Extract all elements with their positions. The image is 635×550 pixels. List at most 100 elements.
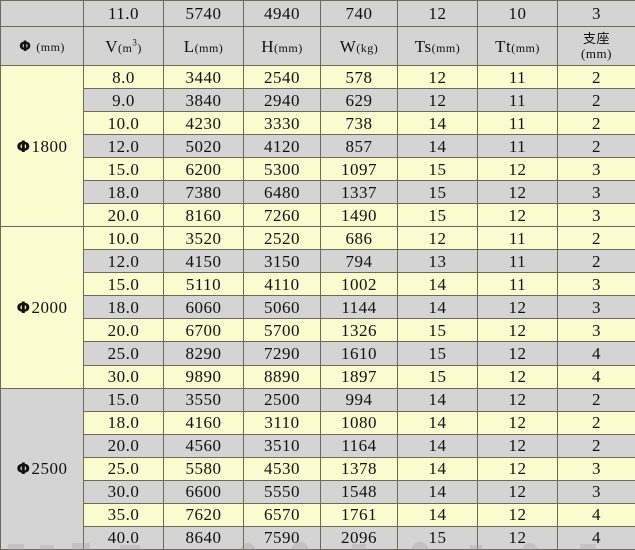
cell-support: 2	[557, 433, 635, 458]
cell-support: 3	[557, 272, 635, 297]
cell-support: 3	[557, 318, 635, 343]
cell-support: 4	[557, 341, 635, 366]
cell-ts: 14	[397, 295, 478, 320]
header-top-h: 4940	[243, 0, 321, 28]
cell-ts: 15	[397, 341, 478, 366]
cell-length: 8160	[163, 203, 244, 228]
phi-symbol: Φ	[16, 297, 31, 317]
cell-tt: 12	[477, 341, 558, 366]
cell-weight: 1548	[320, 479, 398, 504]
group-label-value: 2000	[31, 297, 68, 317]
cell-volume: 15.0	[83, 272, 164, 297]
cell-height: 7290	[243, 341, 321, 366]
cell-volume: 35.0	[83, 502, 164, 527]
cell-height: 7260	[243, 203, 321, 228]
column-header-phi-unit: (mm)	[36, 40, 65, 55]
header-top-phi-blank	[0, 0, 84, 28]
cell-length: 4150	[163, 249, 244, 274]
cell-length: 3440	[163, 65, 244, 90]
cell-ts: 12	[397, 88, 478, 113]
cell-length: 5110	[163, 272, 244, 297]
cell-height: 8890	[243, 364, 321, 389]
cell-height: 2520	[243, 226, 321, 251]
cell-support: 3	[557, 456, 635, 481]
cell-support: 2	[557, 226, 635, 251]
cell-tt: 12	[477, 479, 558, 504]
column-header-weight: W(kg)	[320, 26, 398, 67]
cell-weight: 2096	[320, 525, 398, 550]
cell-length: 5020	[163, 134, 244, 159]
column-header-volume-exponent: 3	[132, 36, 138, 47]
cell-weight: 1097	[320, 157, 398, 182]
cell-height: 4120	[243, 134, 321, 159]
cell-height: 3150	[243, 249, 321, 274]
cell-tt: 11	[477, 111, 558, 136]
column-header-volume-unit-close: )	[137, 40, 142, 55]
cell-volume: 10.0	[83, 111, 164, 136]
cell-weight: 794	[320, 249, 398, 274]
column-header-height-unit: (mm)	[274, 40, 303, 55]
cell-support: 3	[557, 203, 635, 228]
cell-weight: 1080	[320, 410, 398, 435]
cell-length: 6700	[163, 318, 244, 343]
cell-height: 3510	[243, 433, 321, 458]
cell-tt: 11	[477, 65, 558, 90]
cell-volume: 18.0	[83, 410, 164, 435]
cell-weight: 1378	[320, 456, 398, 481]
column-header-height: H(mm)	[243, 26, 321, 67]
cell-ts: 14	[397, 387, 478, 412]
table-row: 25.0 5580 4530 1378 14 12 3	[1, 456, 635, 481]
header-top-l: 5740	[163, 0, 244, 28]
column-header-ts: Ts(mm)	[397, 26, 478, 67]
table-row: 30.0 6600 5550 1548 14 12 3	[1, 479, 635, 504]
cell-tt: 12	[477, 387, 558, 412]
cell-volume: 18.0	[83, 295, 164, 320]
phi-symbol: Φ	[16, 136, 31, 156]
column-header-weight-symbol: W	[339, 36, 357, 56]
cell-tt: 11	[477, 134, 558, 159]
column-header-length-symbol: L	[183, 36, 195, 56]
table-row: 20.0 4560 3510 1164 14 12 2	[1, 433, 635, 458]
header-top-tt: 10	[477, 0, 558, 28]
cell-tt: 11	[477, 88, 558, 113]
table-row: 15.0 5110 4110 1002 14 11 3	[1, 272, 635, 297]
table-row: 18.0 7380 6480 1337 15 12 3	[1, 180, 635, 205]
cell-tt: 12	[477, 295, 558, 320]
cell-volume: 20.0	[83, 318, 164, 343]
header-top-ts: 12	[397, 0, 478, 28]
cell-volume: 20.0	[83, 203, 164, 228]
cell-ts: 14	[397, 410, 478, 435]
cell-length: 4230	[163, 111, 244, 136]
cell-volume: 8.0	[83, 65, 164, 90]
cell-weight: 629	[320, 88, 398, 113]
group-label-0: Φ1800	[0, 65, 84, 228]
table-row: 12.0 5020 4120 857 14 11 2	[1, 134, 635, 159]
table-row: 30.0 9890 8890 1897 15 12 4	[1, 364, 635, 389]
table-row: 35.0 7620 6570 1761 14 12 4	[1, 502, 635, 527]
table-row: 20.0 8160 7260 1490 15 12 3	[1, 203, 635, 228]
cell-ts: 15	[397, 157, 478, 182]
cell-weight: 994	[320, 387, 398, 412]
cell-weight: 1761	[320, 502, 398, 527]
cell-tt: 12	[477, 433, 558, 458]
cell-weight: 1002	[320, 272, 398, 297]
cell-ts: 14	[397, 502, 478, 527]
cell-length: 3840	[163, 88, 244, 113]
cell-ts: 14	[397, 456, 478, 481]
cell-length: 7620	[163, 502, 244, 527]
cell-weight: 1164	[320, 433, 398, 458]
header-top-zz: 3	[557, 0, 635, 28]
cell-height: 5060	[243, 295, 321, 320]
cell-length: 7380	[163, 180, 244, 205]
cell-ts: 15	[397, 203, 478, 228]
column-header-length: L(mm)	[163, 26, 244, 67]
cell-volume: 9.0	[83, 88, 164, 113]
cell-volume: 18.0	[83, 180, 164, 205]
cell-volume: 20.0	[83, 433, 164, 458]
column-header-tt-unit: (mm)	[511, 40, 540, 55]
phi-symbol: Φ	[19, 39, 32, 56]
cell-ts: 15	[397, 180, 478, 205]
cell-ts: 12	[397, 226, 478, 251]
header-top-w: 740	[320, 0, 398, 28]
